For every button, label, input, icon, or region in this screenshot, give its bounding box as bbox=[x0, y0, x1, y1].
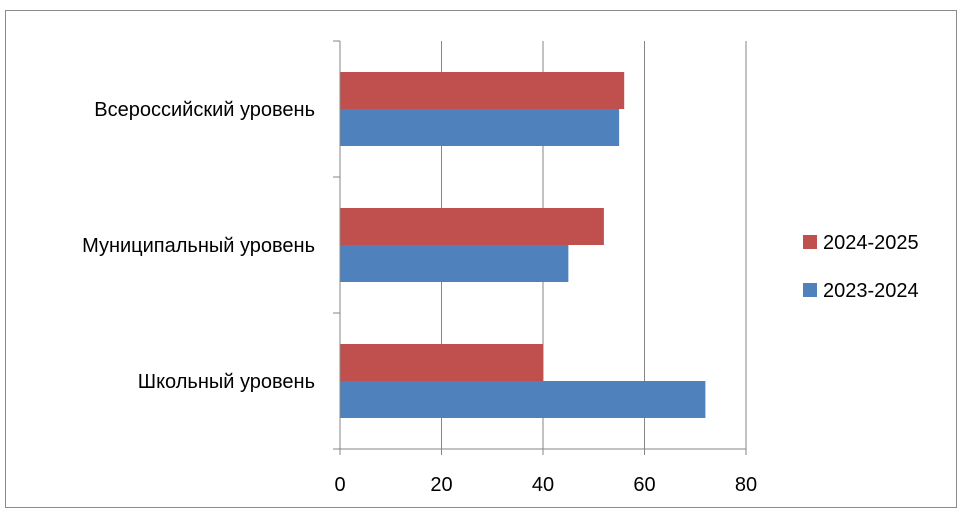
axes bbox=[333, 40, 747, 455]
legend: 2024-2025 2023-2024 bbox=[803, 232, 919, 302]
legend-label: 2023-2024 bbox=[823, 280, 919, 302]
x-tick-label: 40 bbox=[532, 474, 554, 496]
category-label: Муниципальный уровень bbox=[82, 235, 315, 257]
legend-swatch bbox=[803, 235, 817, 249]
bar-2024-2025-1 bbox=[340, 72, 625, 109]
bar-2023-2024-3 bbox=[340, 381, 706, 418]
bar-2023-2024-2 bbox=[340, 245, 569, 282]
x-tick-label: 60 bbox=[633, 474, 655, 496]
category-label: Всероссийский уровень bbox=[94, 99, 315, 121]
bar-2023-2024-1 bbox=[340, 109, 620, 146]
legend-swatch bbox=[803, 283, 817, 297]
x-tick-label: 20 bbox=[430, 474, 452, 496]
bar-2024-2025-3 bbox=[340, 344, 543, 381]
bars bbox=[340, 72, 706, 418]
x-tick-label: 80 bbox=[735, 474, 757, 496]
bar-2024-2025-2 bbox=[340, 208, 604, 245]
category-label: Школьный уровень bbox=[138, 371, 315, 393]
axis-labels: 0 20 40 60 80 Всероссийский уровень Муниципаль… bbox=[82, 99, 757, 496]
x-tick-label: 0 bbox=[334, 474, 345, 496]
legend-label: 2024-2025 bbox=[823, 232, 919, 254]
